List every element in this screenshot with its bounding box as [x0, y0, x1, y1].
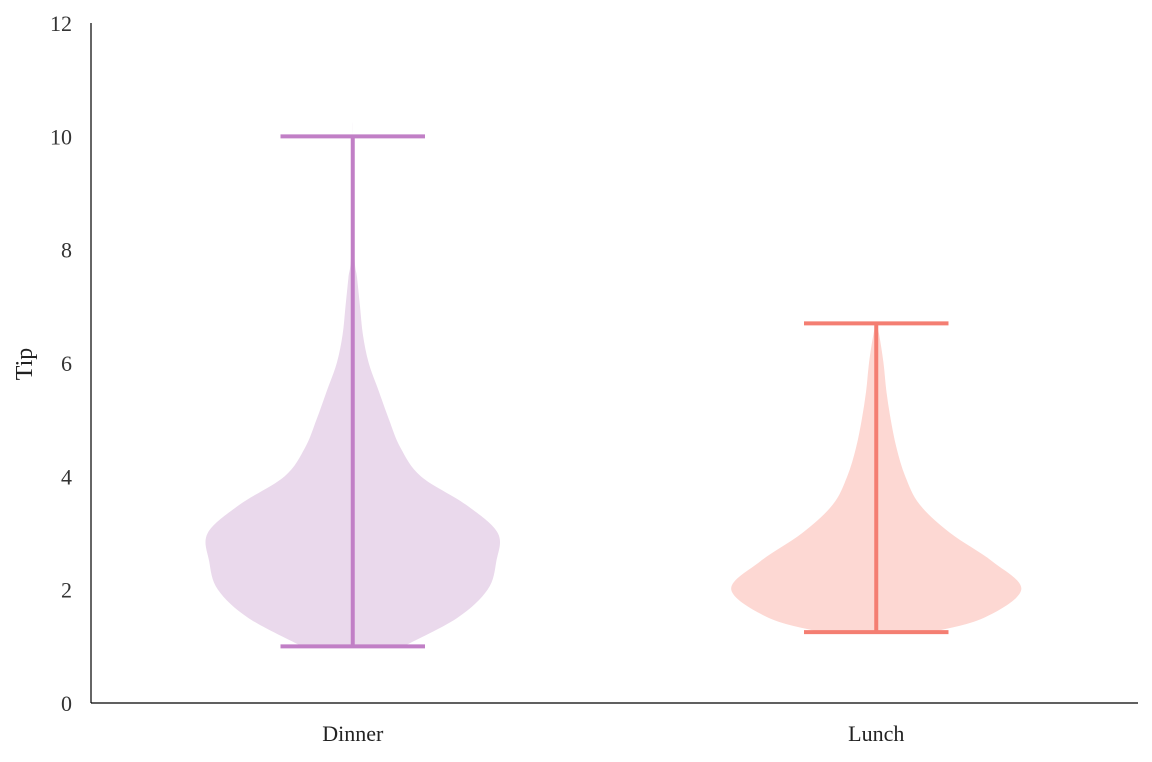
y-tick-labels: 0 2 4 6 8 10 12 [50, 11, 72, 716]
y-tick-label: 4 [61, 464, 72, 489]
x-tick-labels: Dinner Lunch [322, 721, 904, 746]
y-axis-title: Tip [12, 348, 38, 380]
violin-layer [205, 122, 1022, 649]
y-tick-label: 8 [61, 238, 72, 263]
y-tick-label: 10 [50, 124, 72, 149]
x-tick-label-dinner: Dinner [322, 721, 384, 746]
y-tick-label: 6 [61, 351, 72, 376]
x-tick-label-lunch: Lunch [848, 721, 904, 746]
y-tick-label: 2 [61, 578, 72, 603]
y-tick-label: 12 [50, 11, 72, 36]
y-tick-label: 0 [61, 691, 72, 716]
